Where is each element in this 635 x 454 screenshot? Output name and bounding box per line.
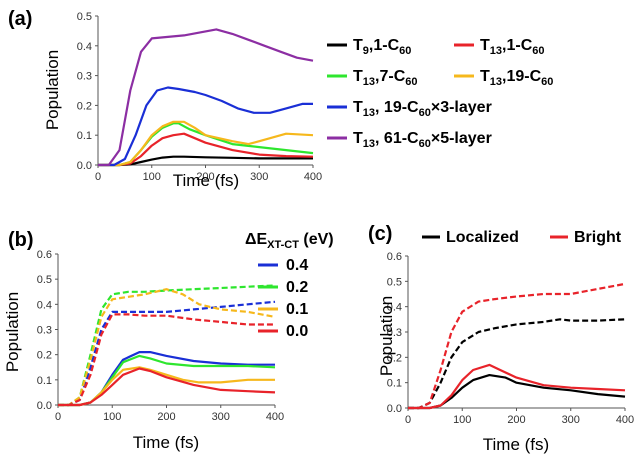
legend-label: T13,7-C60 xyxy=(353,68,418,88)
y-tick-label: 0.2 xyxy=(387,352,402,364)
y-tick-label: 0.4 xyxy=(77,41,92,53)
panel-b: (b) 0 100 200 300 400 0.0 0.1 0.2 0.3 0.4 0.5 0.6 T… xyxy=(3,229,334,452)
legend-label: T13,19-C60 xyxy=(480,68,553,88)
series-line-dashed xyxy=(58,288,276,407)
legend-label: 0.1 xyxy=(286,301,308,318)
x-tick-label: 200 xyxy=(196,171,214,183)
xlabel-b: Time (fs) xyxy=(133,433,199,452)
series-line-dashed xyxy=(58,284,276,407)
x-tick-label: 100 xyxy=(103,411,121,423)
y-tick-label: 0.2 xyxy=(37,350,52,362)
y-tick-label: 0.3 xyxy=(387,327,402,339)
legend-label: T13,1-C60 xyxy=(480,37,545,57)
legend-label: T13, 19-C60×3-layer xyxy=(353,99,492,119)
series-line-solid xyxy=(98,28,314,167)
legend-label: T13, 61-C60×5-layer xyxy=(353,130,492,150)
legend-c: Localized Bright xyxy=(422,229,622,246)
y-tick-label: 0.0 xyxy=(77,160,92,172)
series-line-solid xyxy=(58,366,275,407)
series-line-solid xyxy=(98,120,314,167)
x-tick-label: 400 xyxy=(266,411,284,423)
y-tick-label: 0.5 xyxy=(387,276,402,288)
x-tick-label: 200 xyxy=(507,414,525,426)
y-tick-label: 0.4 xyxy=(37,299,52,311)
legend-label: 0.4 xyxy=(286,257,308,274)
series-line-dashed xyxy=(58,313,275,407)
series-line-solid xyxy=(98,86,313,167)
panel-label-a: (a) xyxy=(8,8,32,30)
series-line-solid xyxy=(58,367,276,407)
x-tick-label: 0 xyxy=(95,171,101,183)
x-tick-label: 300 xyxy=(562,414,580,426)
panel-label-c: (c) xyxy=(368,223,392,245)
legend-label: Bright xyxy=(574,229,622,246)
y-tick-label: 0.0 xyxy=(37,400,52,412)
legend-label: Localized xyxy=(446,229,519,246)
panel-label-b: (b) xyxy=(8,229,34,251)
y-tick-label: 0.1 xyxy=(387,378,402,390)
ylabel-b: Population xyxy=(3,292,22,372)
x-tick-label: 100 xyxy=(143,171,161,183)
y-tick-label: 0.1 xyxy=(77,130,92,142)
legend-b: ΔEXT-CT (eV) 0.4 0.2 0.1 0.0 xyxy=(245,231,334,340)
xlabel-c: Time (fs) xyxy=(483,435,549,454)
x-tick-label: 200 xyxy=(157,411,175,423)
x-tick-label: 400 xyxy=(616,414,634,426)
series-line-solid xyxy=(58,351,275,407)
x-tick-label: 300 xyxy=(212,411,230,423)
series-line-dashed xyxy=(58,300,276,407)
legend-label: 0.2 xyxy=(286,279,308,296)
y-tick-label: 0.5 xyxy=(77,11,92,23)
ylabel-c: Population xyxy=(377,296,396,376)
y-tick-label: 0.0 xyxy=(387,403,402,415)
series-line-dashed xyxy=(408,282,626,410)
series-line-solid xyxy=(408,363,626,410)
x-tick-label: 0 xyxy=(55,411,61,423)
legend-a: T9,1-C60 T13,1-C60 T13,7-C60 T13,19-C60 T13,… xyxy=(327,37,553,150)
legend-label: T9,1-C60 xyxy=(353,37,411,57)
x-tick-label: 300 xyxy=(250,171,268,183)
panel-c: (c) 0 100 200 300 400 0.0 0.1 0.2 0.3 0.4 0.5 0.6 T… xyxy=(368,223,634,454)
x-tick-label: 100 xyxy=(453,414,471,426)
y-tick-label: 0.1 xyxy=(37,375,52,387)
x-tick-label: 400 xyxy=(304,171,322,183)
x-tick-label: 0 xyxy=(405,414,411,426)
panel-a: (a) 0 100 200 300 400 0.0 0.1 0.2 0.3 0.4 0.5 Time… xyxy=(8,8,553,190)
series-line-solid xyxy=(98,132,314,167)
y-tick-label: 0.6 xyxy=(37,249,52,261)
y-tick-label: 0.3 xyxy=(37,325,52,337)
y-tick-label: 0.5 xyxy=(37,274,52,286)
y-tick-label: 0.3 xyxy=(77,71,92,83)
series-line-dashed xyxy=(408,318,626,410)
y-tick-label: 0.6 xyxy=(387,251,402,263)
legend-label: 0.0 xyxy=(286,323,308,340)
ylabel-a: Population xyxy=(43,50,62,130)
xlabel-a: Time (fs) xyxy=(173,171,239,190)
y-tick-label: 0.4 xyxy=(387,302,402,314)
legend-title: ΔEXT-CT (eV) xyxy=(245,231,334,251)
y-tick-label: 0.2 xyxy=(77,100,92,112)
